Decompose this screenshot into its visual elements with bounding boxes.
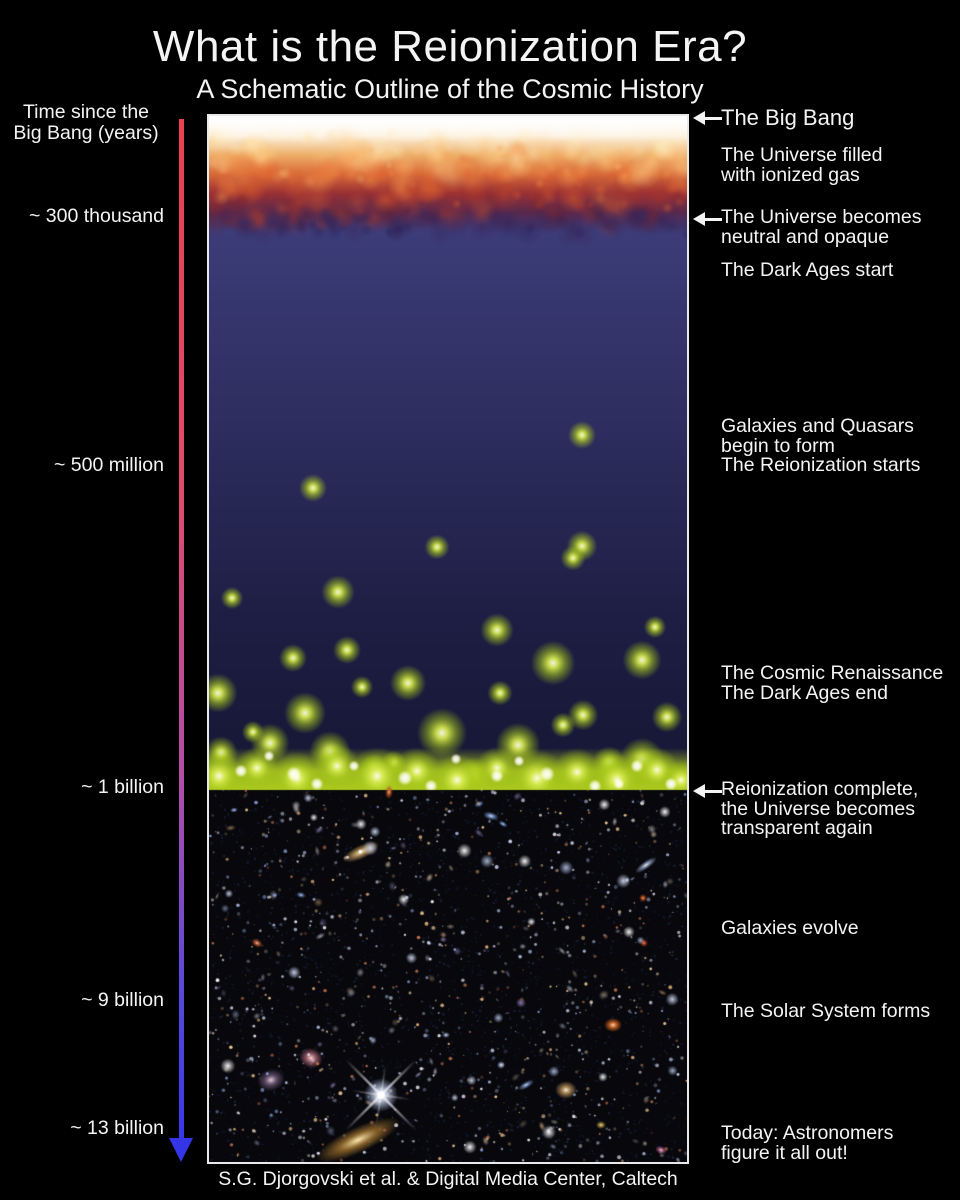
annotation-line: The Universe filled (721, 144, 883, 166)
annotation-line: The Universe becomes (721, 206, 922, 228)
annotation-big-bang: The Big Bang (721, 107, 854, 129)
annotation-reionization-complete: Reionization complete, the Universe beco… (721, 778, 919, 839)
time-axis-label: Time since the Big Bang (years) (0, 102, 172, 144)
cosmic-history-illustration (209, 116, 687, 1162)
annotation-today: Today: Astronomers figure it all out! (721, 1122, 894, 1164)
annotation-line: The Reionization starts (721, 454, 921, 476)
page-title: What is the Reionization Era? (152, 22, 748, 71)
arrow-shaft (702, 218, 722, 221)
tick-13-billion: ~ 13 billion (70, 1117, 164, 1139)
time-axis-label-line1: Time since the (22, 101, 150, 123)
time-axis-label-line2: Big Bang (years) (13, 122, 159, 144)
annotation-line: Today: Astronomers (721, 1122, 894, 1144)
annotation-ionized-gas: The Universe filled with ionized gas (721, 144, 883, 186)
arrow-shaft (702, 117, 722, 120)
annotation-dark-ages-start: The Dark Ages start (721, 259, 894, 281)
annotation-line: The Cosmic Renaissance (721, 662, 944, 684)
cosmic-history-panel (207, 114, 689, 1164)
annotation-solar-system: The Solar System forms (721, 1000, 931, 1022)
annotation-line: the Universe becomes (721, 797, 916, 820)
annotation-line: Galaxies evolve (721, 917, 859, 939)
annotation-galaxies-quasars: Galaxies and Quasars begin to form The R… (721, 415, 921, 476)
annotation-line: begin to form (721, 434, 835, 457)
annotation-line: neutral and opaque (721, 225, 890, 248)
annotation-cosmic-renaissance: The Cosmic Renaissance The Dark Ages end (721, 662, 944, 704)
arrow-shaft (702, 790, 722, 793)
annotation-line: The Big Bang (721, 105, 855, 130)
annotation-line: The Dark Ages start (721, 259, 894, 281)
arrow-head-icon (693, 212, 705, 226)
credit-text: S.G. Djorgovski et al. & Digital Media C… (218, 1168, 678, 1190)
annotation-line: Reionization complete, (721, 778, 919, 800)
left-arrow-icon (693, 110, 722, 126)
annotation-line: with ionized gas (721, 163, 860, 186)
tick-9-billion: ~ 9 billion (81, 989, 164, 1011)
left-arrow-icon (693, 783, 722, 799)
annotation-neutral-opaque: The Universe becomes neutral and opaque (721, 206, 922, 248)
tick-500-million: ~ 500 million (53, 454, 164, 476)
annotation-galaxies-evolve: Galaxies evolve (721, 917, 859, 939)
page-subtitle: A Schematic Outline of the Cosmic Histor… (196, 74, 704, 104)
time-arrow-line (179, 119, 184, 1140)
left-arrow-icon (693, 211, 722, 227)
time-arrow-head-icon (169, 1138, 193, 1162)
annotation-line: transparent again (721, 817, 873, 839)
annotation-line: The Solar System forms (721, 1000, 931, 1022)
tick-300-thousand: ~ 300 thousand (29, 205, 164, 227)
annotation-line: The Dark Ages end (721, 681, 888, 704)
annotation-line: figure it all out! (721, 1141, 848, 1164)
tick-1-billion: ~ 1 billion (81, 776, 164, 798)
arrow-head-icon (693, 784, 705, 798)
arrow-head-icon (693, 111, 705, 125)
annotation-line: Galaxies and Quasars (721, 415, 914, 437)
